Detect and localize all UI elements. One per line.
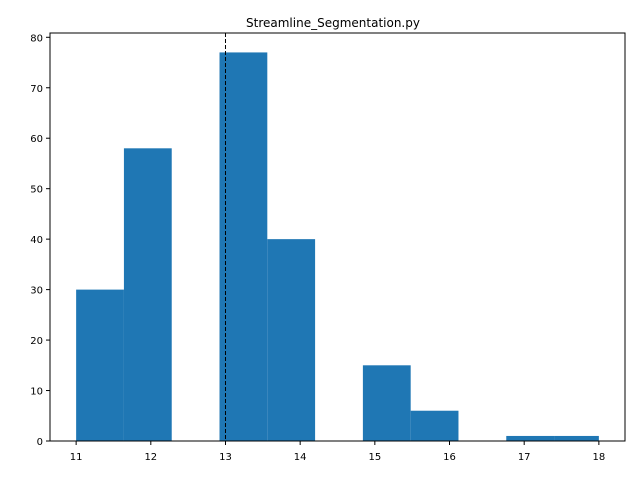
bars-group <box>76 52 599 442</box>
x-tick-label: 16 <box>443 452 456 463</box>
x-tick-label: 11 <box>70 452 83 463</box>
y-tick-label: 10 <box>30 387 43 398</box>
y-axis-ticks: 0 10 20 30 40 50 60 70 80 <box>30 33 50 448</box>
histogram-bar-0 <box>76 289 124 441</box>
y-tick-label: 0 <box>37 437 43 448</box>
axes-frame <box>49 32 626 442</box>
x-tick-label: 12 <box>144 452 157 463</box>
x-tick-label: 18 <box>592 452 605 463</box>
y-tick-label: 40 <box>30 235 43 246</box>
histogram-bar-10 <box>554 435 599 441</box>
x-tick-label: 17 <box>518 452 531 463</box>
x-tick-label: 15 <box>368 452 381 463</box>
histogram-bar-1 <box>123 148 172 442</box>
y-tick-label: 50 <box>30 185 43 196</box>
x-axis-ticks: 11 12 13 14 15 16 17 18 <box>70 441 605 463</box>
x-tick-label: 14 <box>294 452 307 463</box>
y-tick-label: 70 <box>30 84 43 95</box>
y-tick-label: 20 <box>30 336 43 347</box>
chart-title: Streamline_Segmentation.py <box>246 16 420 30</box>
y-tick-label: 30 <box>30 286 43 297</box>
histogram-bar-4 <box>267 239 316 441</box>
y-tick-label: 60 <box>30 134 43 145</box>
histogram-bar-7 <box>410 410 459 441</box>
histogram-bar-3 <box>219 52 268 442</box>
histogram-bar-6 <box>362 365 411 441</box>
histogram-bar-9 <box>506 435 555 441</box>
y-tick-label: 80 <box>30 33 43 44</box>
x-tick-label: 13 <box>219 452 232 463</box>
